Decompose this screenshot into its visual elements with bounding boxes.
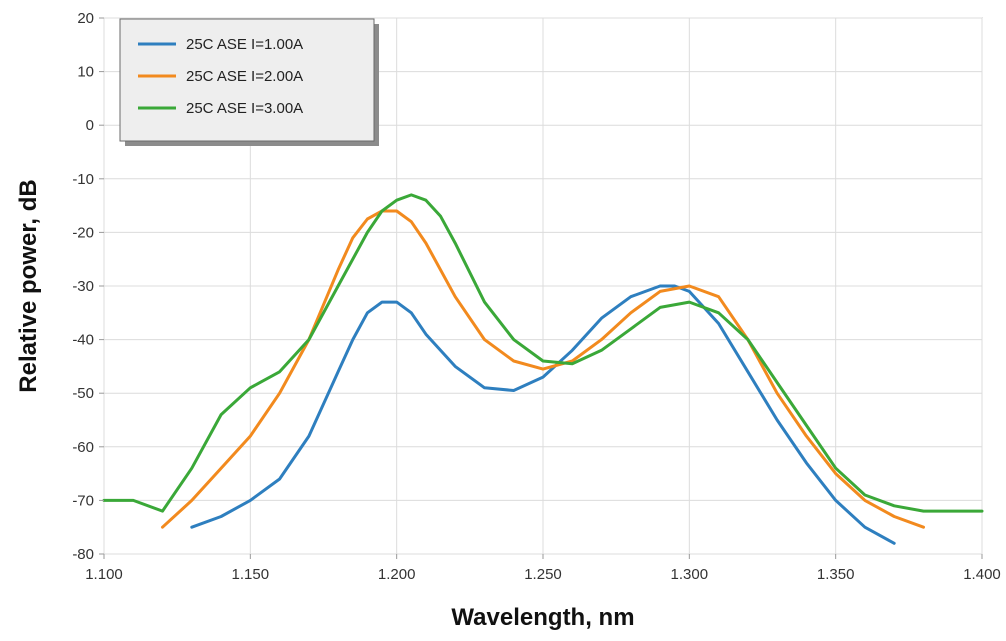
y-axis-title: Relative power, dB (15, 179, 42, 392)
x-tick-label: 1.350 (817, 566, 855, 583)
x-tick-label: 1.200 (378, 566, 416, 583)
legend-label-1: 25C ASE I=1.00A (186, 36, 303, 53)
y-tick-label: -80 (72, 546, 94, 563)
series-line-1 (190, 284, 896, 545)
y-tick-label: 0 (86, 117, 94, 134)
x-tick-label: 1.100 (85, 566, 123, 583)
legend-label-2: 25C ASE I=2.00A (186, 68, 303, 85)
y-tick-label: -20 (72, 224, 94, 241)
series-line-2 (161, 209, 925, 529)
y-tick-label: 10 (77, 64, 94, 81)
legend: 25C ASE I=1.00A 25C ASE I=2.00A 25C ASE I=… (119, 18, 379, 146)
legend-box (119, 18, 375, 142)
x-axis-title: Wavelength, nm (451, 604, 634, 631)
y-tick-label: -50 (72, 385, 94, 402)
x-tick-label: 1.400 (963, 566, 1001, 583)
x-tick-label: 1.250 (524, 566, 562, 583)
y-tick-label: -70 (72, 492, 94, 509)
axis-ticks: 1.100 1.150 1.200 1.250 1.300 1.350 1.400 20 10 0… (72, 10, 1000, 583)
series-lines (102, 193, 984, 545)
y-tick-label: -40 (72, 332, 94, 349)
legend-label-3: 25C ASE I=3.00A (186, 100, 303, 117)
y-tick-label: 20 (77, 10, 94, 27)
legend-items: 25C ASE I=1.00A 25C ASE I=2.00A 25C ASE I=… (138, 36, 303, 117)
x-tick-label: 1.300 (671, 566, 709, 583)
y-tick-label: -30 (72, 278, 94, 295)
y-tick-label: -60 (72, 439, 94, 456)
y-tick-label: -10 (72, 171, 94, 188)
series-line-3 (102, 193, 984, 513)
x-tick-label: 1.150 (232, 566, 270, 583)
